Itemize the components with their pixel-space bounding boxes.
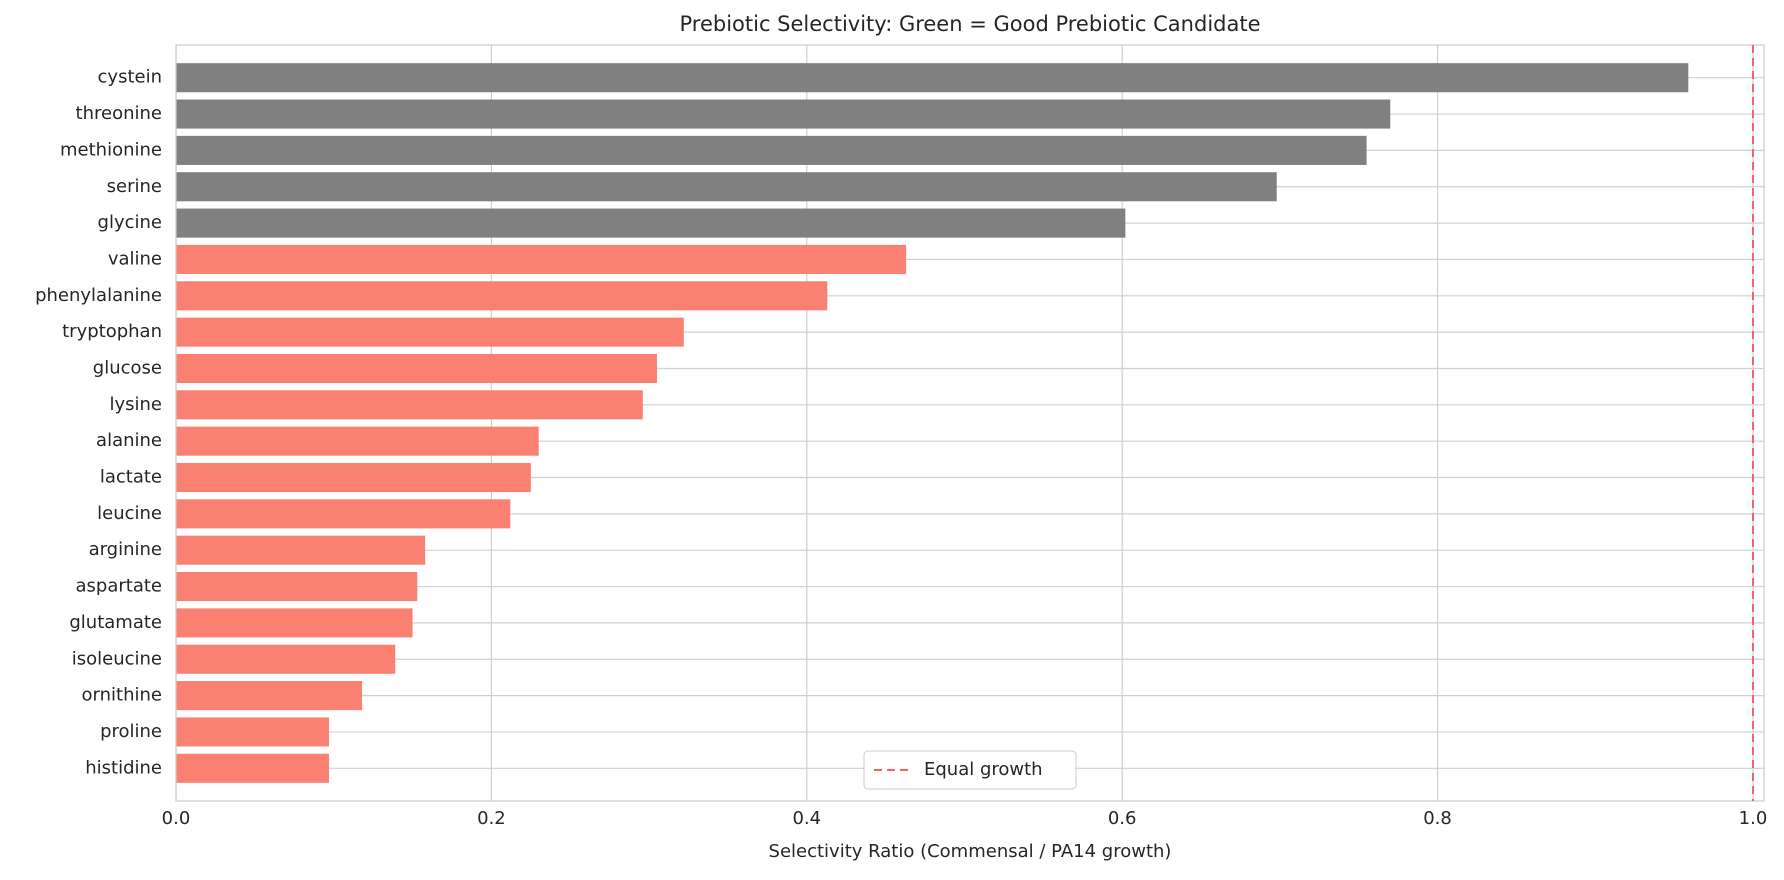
x-tick-label: 1.0	[1739, 808, 1768, 829]
y-tick-label: tryptophan	[62, 321, 162, 342]
bar	[176, 681, 363, 711]
bar	[176, 390, 643, 420]
bar	[176, 426, 539, 456]
y-tick-label: glycine	[98, 212, 162, 233]
y-tick-label: aspartate	[76, 576, 162, 597]
y-tick-label: arginine	[89, 539, 162, 560]
bar	[176, 353, 657, 384]
x-axis-label: Selectivity Ratio (Commensal / PA14 grow…	[769, 841, 1172, 862]
chart-title: Prebiotic Selectivity: Green = Good Preb…	[679, 12, 1260, 36]
y-tick-label: cystein	[98, 67, 162, 88]
x-tick-label: 0.6	[1108, 808, 1137, 829]
y-tick-label: glucose	[93, 357, 162, 378]
bar	[176, 717, 329, 747]
legend-box	[863, 750, 1077, 790]
x-tick-label: 0.2	[477, 808, 506, 829]
y-tick-label: lysine	[109, 394, 162, 415]
bar	[176, 135, 1367, 165]
bar	[176, 499, 511, 529]
bar	[176, 172, 1277, 202]
y-tick-label: lactate	[100, 467, 162, 488]
y-tick-label: glutamate	[69, 612, 162, 633]
bar	[176, 462, 531, 493]
bar	[176, 753, 329, 783]
bar	[176, 208, 1126, 238]
bar	[176, 644, 396, 674]
bar	[176, 608, 413, 638]
bar	[176, 63, 1689, 93]
y-tick-label: leucine	[97, 503, 162, 524]
x-tick-label: 0.8	[1423, 808, 1452, 829]
x-tick-label: 0.4	[792, 808, 821, 829]
y-tick-label: histidine	[85, 757, 162, 778]
bar	[176, 244, 907, 274]
bar	[176, 99, 1391, 129]
bar	[176, 317, 684, 347]
legend-label: Equal growth	[924, 759, 1043, 780]
legend: Equal growth	[863, 750, 1077, 790]
y-tick-label: valine	[108, 248, 162, 269]
x-tick-label: 0.0	[162, 808, 191, 829]
y-tick-label: proline	[100, 721, 162, 742]
bar	[176, 572, 418, 602]
y-tick-label: isoleucine	[72, 648, 162, 669]
plot-frame	[175, 44, 1765, 802]
y-tick-label: alanine	[96, 430, 162, 451]
y-tick-label: serine	[107, 176, 162, 197]
y-tick-label: threonine	[76, 103, 162, 124]
bar	[176, 281, 828, 311]
y-tick-label: methionine	[60, 139, 162, 160]
bar	[176, 535, 426, 565]
y-tick-label: ornithine	[82, 685, 162, 706]
y-tick-label: phenylalanine	[35, 285, 162, 306]
